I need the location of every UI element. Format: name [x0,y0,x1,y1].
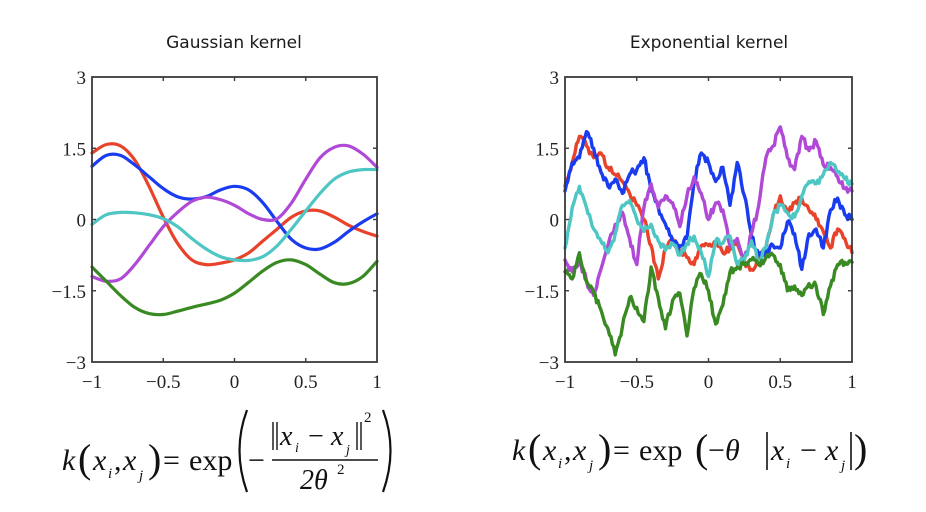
formula-inner-x: x [770,434,785,467]
formula-paren-open: ( [78,436,91,481]
formula-theta: θ [725,434,740,467]
formula-paren-open: ( [695,426,708,471]
x-tick-label: −1 [555,372,575,393]
formula-gaussian: k ( x i , x j ) = exp − x i − x j 2 2θ 2 [62,409,392,496]
axes-frame [91,76,378,363]
gaussian-kernel-chart: Gaussian kernel −1 −0.5 0 0.5 1 3 1.5 0 −1.5 −3 k… [52,33,392,496]
series-line-cyan [563,160,854,279]
formula-x: x [572,434,587,467]
y-tick-label: 0 [77,211,87,232]
plot-area: −1 −0.5 0 0.5 1 3 1.5 0 −1.5 −3 [52,68,382,393]
formula-equals: = [613,434,630,467]
formula-sub-j: j [587,458,593,474]
chart-title: Gaussian kernel [166,33,302,53]
formula-paren-close: ) [148,436,161,481]
formula-big-paren-open [238,409,249,493]
formula-x: x [122,444,137,477]
x-tick-label: 1 [372,372,382,393]
formula-denom-power: 2 [337,462,345,478]
formula-numer-minus: − [308,421,324,452]
x-tick-label: 0 [704,372,714,393]
formula-numer-sub-i: i [295,441,299,456]
formula-k: k [512,434,526,467]
x-tick-label: −0.5 [146,372,180,393]
series-line-blue [90,152,379,252]
y-tick-label: 1.5 [535,139,559,160]
series-line-purple [90,143,379,284]
formula-minus: − [708,434,725,467]
series-line-green [563,251,854,357]
y-tick-label: 3 [77,68,87,89]
formula-exponential: k ( x i , x j ) = exp ( − θ x i − x j ) [512,426,867,474]
series-line-green [90,258,379,317]
formula-inner-sub-j: j [839,458,845,474]
formula-inner-minus: − [800,434,817,467]
plot-area: −1 −0.5 0 0.5 1 3 1.5 0 −1.5 −3 [525,68,857,393]
formula-paren-close: ) [598,426,611,471]
formula-x: x [92,444,107,477]
series-line-blue [563,129,854,272]
formula-paren-open: ( [528,426,541,471]
series-line-purple [563,125,854,298]
formula-x: x [542,434,557,467]
x-tick-label: −0.5 [620,372,654,393]
y-tick-label: −1.5 [52,282,86,303]
formula-equals: = [163,444,180,477]
formula-sub-i: i [558,456,562,472]
y-tick-label: 0 [550,211,560,232]
formula-numer-x: x [279,421,293,452]
formula-sub-j: j [137,468,143,484]
x-tick-label: 0 [230,372,240,393]
y-tick-label: −3 [539,353,559,374]
formula-exp: exp [189,444,232,477]
formula-paren-close: ) [854,426,867,471]
formula-power-2: 2 [364,410,372,426]
y-tick-label: −3 [66,353,86,374]
y-tick-label: 1.5 [62,139,86,160]
x-tick-label: 0.5 [768,372,792,393]
series-line-cyan [90,167,379,263]
formula-sub-i: i [108,466,112,482]
formula-k: k [62,444,76,477]
x-tick-label: 1 [847,372,857,393]
chart-title: Exponential kernel [630,33,788,53]
formula-inner-sub-i: i [786,456,790,472]
formula-exp: exp [639,434,682,467]
x-tick-label: 0.5 [294,372,318,393]
exponential-kernel-chart: Exponential kernel −1 −0.5 0 0.5 131.50−1.5−… [512,33,867,474]
y-tick-label: −1.5 [525,282,559,303]
formula-comma: , [564,434,572,467]
formula-big-paren-close [381,409,392,493]
formula-comma: , [114,444,122,477]
x-tick-label: −1 [82,372,102,393]
formula-numer-x: x [330,421,344,452]
series-line-red [563,134,854,281]
formula-inner-x: x [824,434,839,467]
formula-numer-sub-j: j [344,443,350,458]
formula-minus: − [248,444,265,477]
y-tick-label: 3 [550,68,560,89]
formula-denominator: 2θ [300,465,328,496]
